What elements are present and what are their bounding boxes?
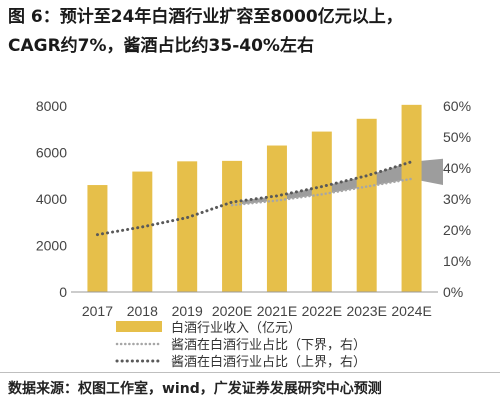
- lines-layer: [95, 160, 414, 237]
- bar-2020E: [222, 160, 243, 292]
- legend-swatch-revenue: [116, 321, 162, 332]
- x-tick-label: 2022E: [302, 303, 342, 319]
- title-line-1: 图 6：预计至24年白酒行业扩容至8000亿元以上，: [8, 7, 403, 27]
- right-y-tick-label: 50%: [443, 129, 471, 145]
- bar-2018: [132, 171, 153, 292]
- right-y-tick-label: 60%: [443, 98, 471, 114]
- left-y-tick-label: 2000: [36, 238, 67, 254]
- figure-title: 图 6：预计至24年白酒行业扩容至8000亿元以上， CAGR约7%，酱酒占比约…: [8, 3, 494, 61]
- right-y-tick-label: 40%: [443, 160, 471, 176]
- legend-label: 白酒行业收入（亿元）: [171, 320, 301, 336]
- right-y-tick-label: 0%: [443, 284, 463, 300]
- share-range-band-layer: [232, 158, 443, 206]
- source-divider: [0, 372, 500, 373]
- chart: 2017 2018 2019 2020E 2021E 2022E 2023E 2024E 0 20…: [36, 98, 471, 370]
- title-line-2: CAGR约7%，酱酒占比约35-40%左右: [8, 36, 314, 56]
- left-y-tick-label: 0: [59, 284, 67, 300]
- bar-2023E: [356, 118, 377, 292]
- bar-2022E: [311, 131, 332, 292]
- share-range-band: [232, 158, 443, 206]
- right-y-tick-label: 10%: [443, 253, 471, 269]
- bars-layer: [87, 104, 422, 293]
- x-tick-label: 2024E: [391, 303, 431, 319]
- x-tick-label: 2021E: [257, 303, 297, 319]
- x-tick-label: 2018: [127, 303, 158, 319]
- right-y-tick-label: 20%: [443, 222, 471, 238]
- left-y-tick-label: 4000: [36, 191, 67, 207]
- bar-2019: [177, 161, 198, 292]
- bar-2021E: [266, 145, 287, 292]
- x-tick-label: 2020E: [212, 303, 252, 319]
- x-tick-label: 2023E: [346, 303, 386, 319]
- legend-label: 酱酒在白酒行业占比（上界，右）: [171, 354, 366, 370]
- legend-label: 酱酒在白酒行业占比（下界，右）: [171, 337, 366, 353]
- line-lower-bound: [230, 177, 413, 207]
- x-tick-label: 2019: [172, 303, 203, 319]
- axes-layer: 2017 2018 2019 2020E 2021E 2022E 2023E 2024E 0 20…: [36, 98, 471, 319]
- left-y-tick-label: 6000: [36, 145, 67, 161]
- bar-2024E: [401, 104, 422, 293]
- x-tick-label: 2017: [82, 303, 113, 319]
- left-y-tick-label: 8000: [36, 98, 67, 114]
- source-note: 数据来源：权图工作室，wind，广发证券发展研究中心预测: [8, 381, 382, 397]
- legend: 白酒行业收入（亿元）酱酒在白酒行业占比（下界，右）酱酒在白酒行业占比（上界，右）: [115, 320, 366, 370]
- bar-2017: [87, 185, 108, 292]
- right-y-tick-label: 30%: [443, 191, 471, 207]
